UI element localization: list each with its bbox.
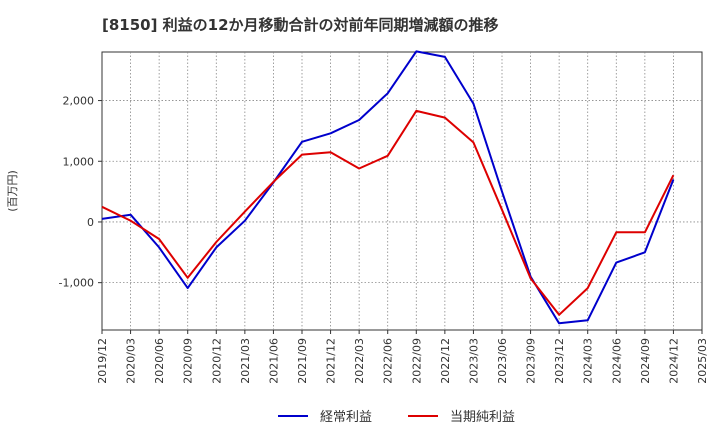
x-tick-label: 2020/12 (210, 338, 223, 384)
y-tick-label: -1,000 (59, 277, 94, 290)
x-tick-label: 2022/12 (439, 338, 452, 384)
x-tick-label: 2024/03 (582, 338, 595, 384)
y-tick-label: 2,000 (63, 95, 95, 108)
plot-frame (101, 51, 703, 331)
x-tick-label: 2024/06 (610, 338, 623, 384)
x-tick-label: 2024/09 (639, 338, 652, 384)
series-line-2 (101, 109, 675, 316)
chart-title: [8150] 利益の12か月移動合計の対前年同期増減額の推移 (102, 16, 499, 34)
x-tick-label: 2019/12 (96, 338, 109, 384)
x-tick-label: 2021/06 (267, 338, 280, 384)
x-tick-label: 2025/03 (696, 338, 709, 384)
series-lines (101, 50, 675, 325)
y-tick-label: 1,000 (63, 155, 95, 168)
x-tick-label: 2023/09 (525, 338, 538, 384)
plot-area (101, 51, 703, 331)
x-tick-label: 2022/06 (382, 338, 395, 384)
legend: 経常利益 当期純利益 (278, 410, 515, 425)
grid-lines (102, 52, 702, 330)
legend-label-1: 経常利益 (320, 410, 372, 425)
x-tick-label: 2022/09 (410, 338, 423, 384)
x-tick-label: 2023/03 (467, 338, 480, 384)
x-tick-label: 2024/12 (667, 338, 680, 384)
x-tick-label: 2020/03 (125, 338, 138, 384)
y-tick-label: 0 (87, 216, 94, 229)
y-axis-label: (百万円) (6, 170, 19, 212)
x-tick-label: 2021/09 (296, 338, 309, 384)
legend-label-2: 当期純利益 (450, 410, 515, 425)
series-line-1 (101, 50, 675, 325)
x-tick-label: 2023/06 (496, 338, 509, 384)
x-tick-label: 2020/06 (153, 338, 166, 384)
x-tick-label: 2021/12 (325, 338, 338, 384)
x-tick-label: 2021/03 (239, 338, 252, 384)
x-tick-label: 2022/03 (353, 338, 366, 384)
y-axis-ticks: -1,000 0 1,000 2,000 (59, 95, 102, 290)
x-tick-label: 2023/12 (553, 338, 566, 384)
x-axis-ticks: 2019/12 2020/03 2020/06 2020/09 2020/12 2021/… (96, 330, 709, 384)
x-tick-label: 2020/09 (182, 338, 195, 384)
